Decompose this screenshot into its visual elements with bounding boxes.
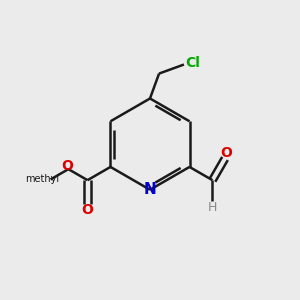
Text: N: N: [144, 182, 156, 197]
Text: O: O: [61, 159, 73, 173]
Text: O: O: [82, 203, 94, 217]
Text: methyl: methyl: [25, 174, 59, 184]
Text: H: H: [208, 201, 217, 214]
Text: O: O: [220, 146, 232, 160]
Text: Cl: Cl: [185, 56, 200, 70]
